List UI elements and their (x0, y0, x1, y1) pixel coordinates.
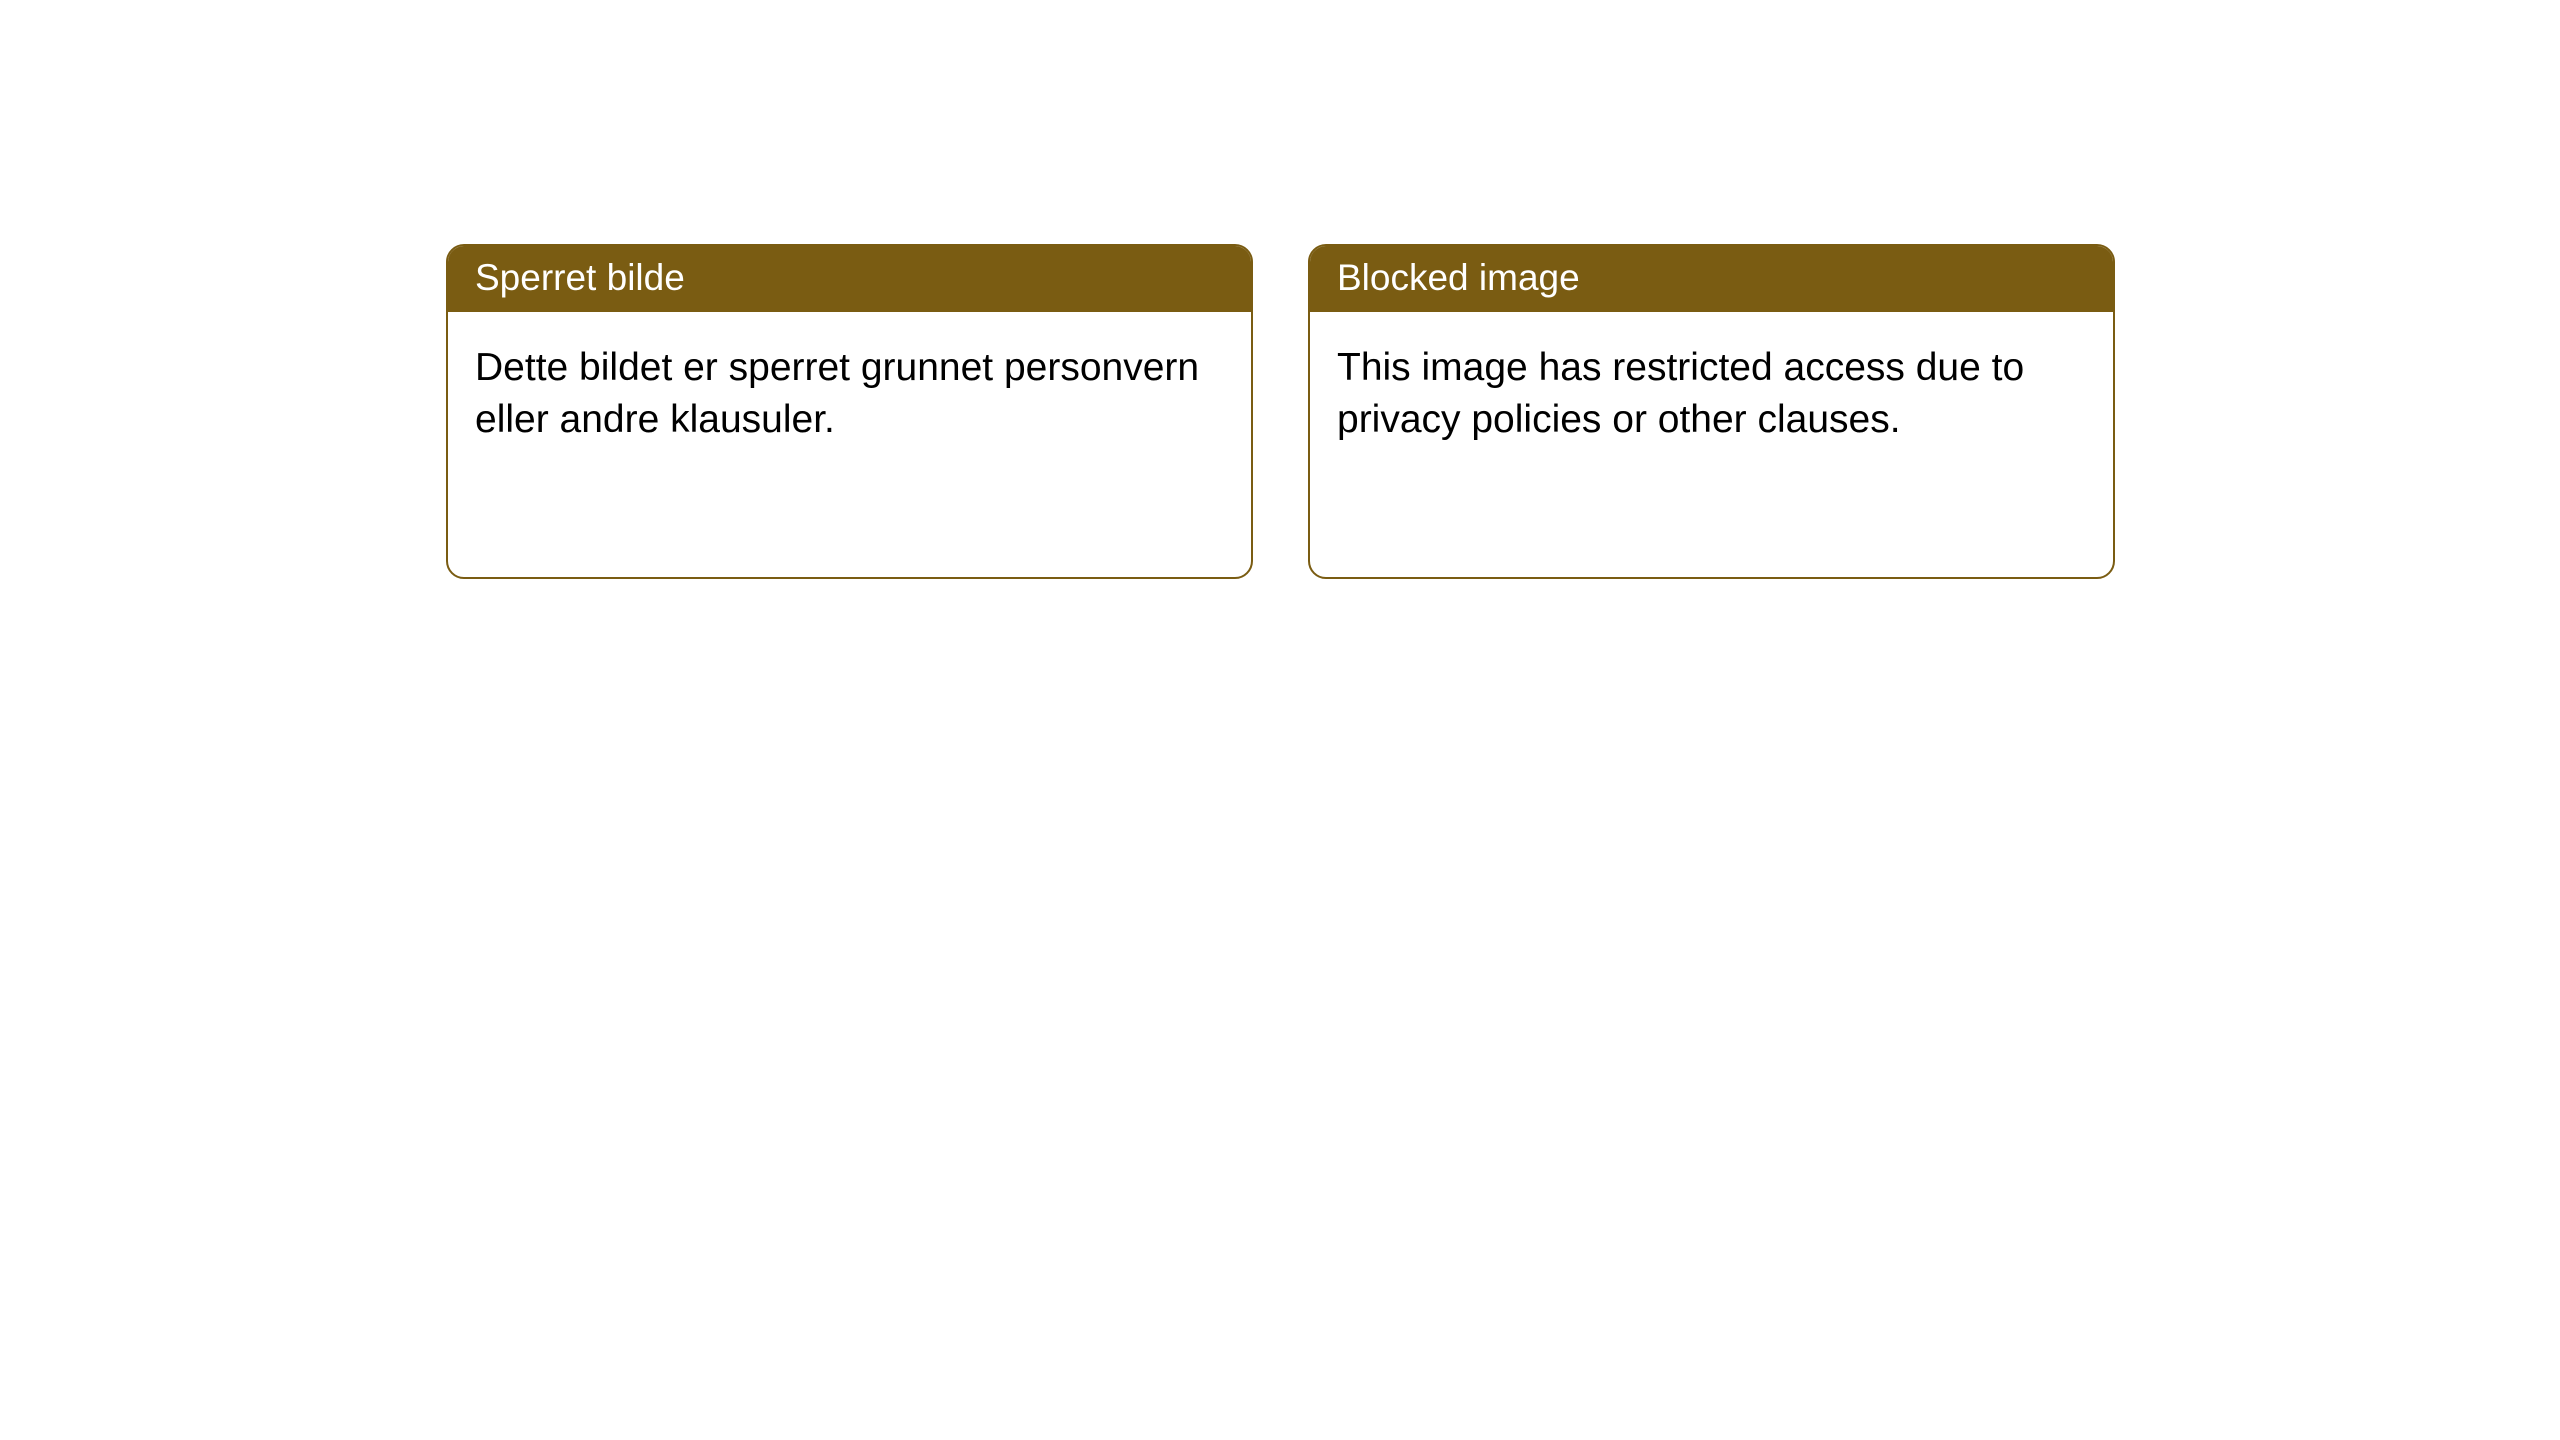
notice-card-body: Dette bildet er sperret grunnet personve… (448, 312, 1251, 473)
notice-card-english: Blocked image This image has restricted … (1308, 244, 2115, 579)
notice-cards-container: Sperret bilde Dette bildet er sperret gr… (446, 244, 2115, 579)
notice-card-title: Blocked image (1310, 246, 2113, 312)
notice-card-body: This image has restricted access due to … (1310, 312, 2113, 473)
notice-card-title: Sperret bilde (448, 246, 1251, 312)
notice-card-norwegian: Sperret bilde Dette bildet er sperret gr… (446, 244, 1253, 579)
